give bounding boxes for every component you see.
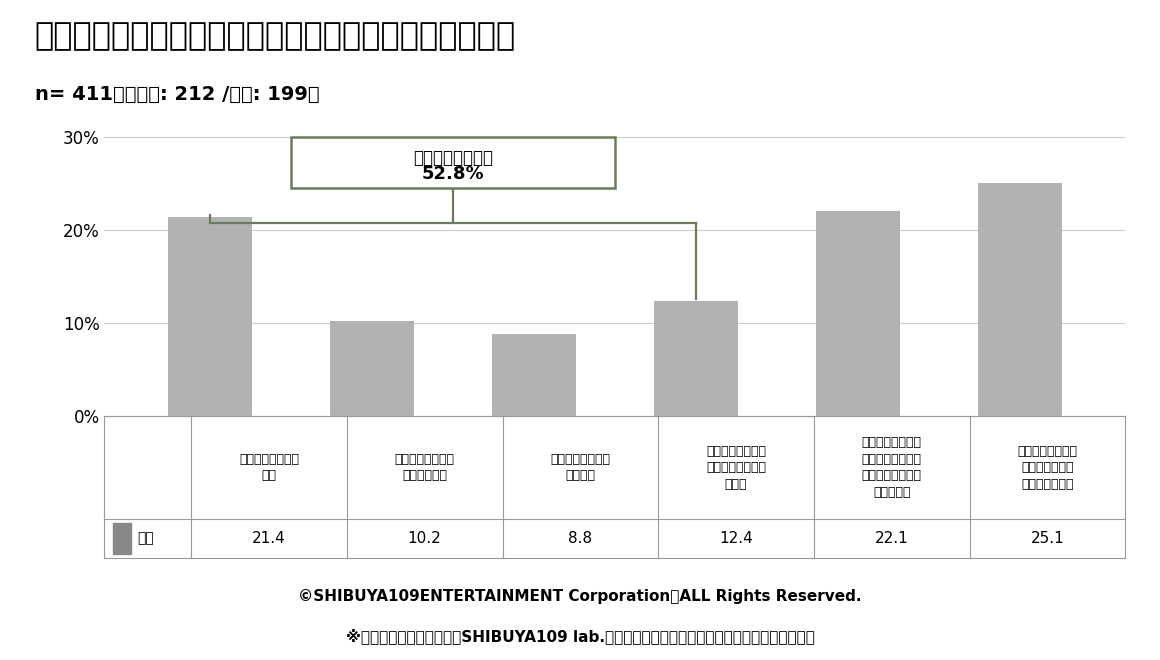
Text: 転職をしたことが
ある: 転職をしたことが ある [239,453,299,482]
Text: 8.8: 8.8 [568,531,593,546]
Text: 22.1: 22.1 [875,531,908,546]
Text: 転職は考えていな
い・今の会社で
ずっと働きたい: 転職は考えていな い・今の会社で ずっと働きたい [1017,445,1078,490]
Bar [815,211,900,416]
Text: 21.4: 21.4 [252,531,285,546]
Text: 具体的な時期は未
定だが転職を考え
ている: 具体的な時期は未 定だが転職を考え ている [706,445,766,490]
Bar [654,301,738,416]
Text: 数年後に転職を考
えている: 数年後に転職を考 えている [550,453,610,482]
Bar [167,217,252,416]
Text: n= 411　（男性: 212 /女性: 199）: n= 411 （男性: 212 /女性: 199） [35,84,319,104]
Text: 転職経験・意向有: 転職経験・意向有 [413,149,493,167]
Text: 転職経験・意向の有無を教えてください。（単一回答）: 転職経験・意向の有無を教えてください。（単一回答） [35,21,516,52]
FancyBboxPatch shape [291,137,615,188]
Text: ※ご使用の際は、出典元がSHIBUYA109 lab.である旨を明記くださいますようお願いいたします: ※ご使用の際は、出典元がSHIBUYA109 lab.である旨を明記くださいます… [346,628,814,644]
Text: 52.8%: 52.8% [421,165,484,183]
Bar [329,321,414,416]
Text: 今は転職を考えて
いないが、タイミ
ングが合えば転職
も考えたい: 今は転職を考えて いないが、タイミ ングが合えば転職 も考えたい [862,436,922,499]
Text: ©SHIBUYA109ENTERTAINMENT Corporation　ALL Rights Reserved.: ©SHIBUYA109ENTERTAINMENT Corporation ALL… [298,589,862,604]
Text: 10.2: 10.2 [408,531,442,546]
Text: 25.1: 25.1 [1030,531,1064,546]
Text: 全体: 全体 [137,531,154,546]
Bar [492,334,575,416]
Text: 12.4: 12.4 [719,531,753,546]
Text: 現在転職活動中・
検討中である: 現在転職活動中・ 検討中である [394,453,455,482]
Bar [978,183,1063,416]
Bar [113,523,131,554]
